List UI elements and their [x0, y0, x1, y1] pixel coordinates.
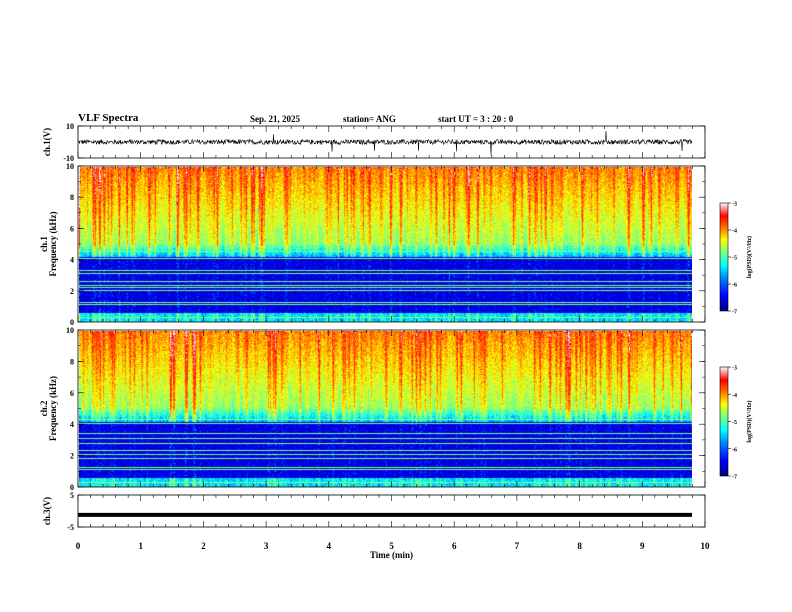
axis-labels: 10-10ch.1(V)0246810-3-4-5-6-7log(PSD)(V²… — [39, 122, 753, 560]
colorbar-tick-label: -6 — [732, 447, 737, 453]
y-tick-label: 4 — [70, 256, 74, 265]
y-tick-label: 6 — [70, 389, 74, 398]
ch2-spectrogram-image — [79, 331, 692, 487]
y-tick-label: 2 — [70, 287, 74, 296]
colorbar-tick-label: -4 — [732, 229, 737, 235]
colorbar-tick-label: -7 — [732, 475, 737, 481]
ch1-spectrogram-colorbar-label: log(PSD)(V²/Hz) — [746, 236, 753, 278]
x-axis-label: Time (min) — [370, 550, 413, 560]
y-tick-label: 10 — [66, 162, 74, 171]
x-tick-label: 3 — [264, 541, 269, 551]
ch1-waveform-trace — [77, 130, 693, 156]
x-tick-label: 6 — [452, 541, 457, 551]
colorbar-tick-label: -5 — [732, 256, 737, 262]
y-tick-label: -5 — [67, 523, 74, 532]
ch3-waveform-ylabel: ch.3(V) — [42, 497, 52, 525]
x-tick-label: 10 — [701, 541, 711, 551]
date-label: Sep. 21, 2025 — [250, 114, 301, 124]
ch1-spectrogram-image — [79, 167, 692, 322]
y-tick-label: 10 — [66, 326, 74, 335]
y-tick-label: 10 — [66, 122, 74, 131]
x-tick-label: 2 — [201, 541, 206, 551]
y-tick-label: 8 — [70, 193, 74, 202]
x-tick-label: 4 — [327, 541, 332, 551]
y-tick-label: 6 — [70, 224, 74, 233]
colorbar-tick-label: -3 — [732, 366, 737, 372]
x-tick-label: 5 — [389, 541, 394, 551]
ch2-spectrogram-ylabel: Frequency (kHz) — [48, 376, 58, 441]
y-tick-label: 0 — [70, 483, 74, 492]
ch1-spectrogram-ylabel: Frequency (kHz) — [48, 211, 58, 276]
colorbar-tick-label: -3 — [732, 202, 737, 208]
y-tick-label: 0 — [70, 318, 74, 327]
colorbar-tick-label: -6 — [732, 283, 737, 289]
x-tick-label: 8 — [577, 541, 582, 551]
spectrogram-images — [79, 167, 692, 487]
start-time-label: start UT = 3 : 20 : 0 — [438, 114, 514, 124]
y-tick-label: 4 — [70, 420, 74, 429]
ch2-spectrogram-colorbar — [719, 366, 729, 477]
ch1-spectrogram-ylabel2: ch.1 — [39, 236, 49, 252]
x-tick-label: 0 — [76, 541, 81, 551]
y-tick-label: 8 — [70, 357, 74, 366]
station-label: station= ANG — [343, 114, 396, 124]
colorbar-tick-label: -5 — [732, 420, 737, 426]
y-tick-label: -10 — [63, 154, 74, 163]
ch2-spectrogram-ylabel2: ch.2 — [39, 400, 49, 416]
colorbar-tick-label: -7 — [732, 310, 737, 316]
ch1-waveform-ylabel: ch.1(V) — [42, 128, 52, 156]
y-tick-label: 2 — [70, 452, 74, 461]
ch1-spectrogram-colorbar — [719, 202, 729, 312]
colorbar-tick-label: -4 — [732, 393, 737, 399]
chart-title: VLF Spectra — [78, 112, 139, 124]
axes-frames — [77, 125, 731, 528]
waveform-traces — [77, 130, 693, 517]
x-tick-label: 9 — [640, 541, 645, 551]
x-tick-label: 7 — [515, 541, 520, 551]
x-tick-label: 1 — [138, 541, 143, 551]
y-tick-label: 5 — [70, 491, 74, 500]
ch2-spectrogram-colorbar-label: log(PSD)(V²/Hz) — [746, 400, 753, 442]
